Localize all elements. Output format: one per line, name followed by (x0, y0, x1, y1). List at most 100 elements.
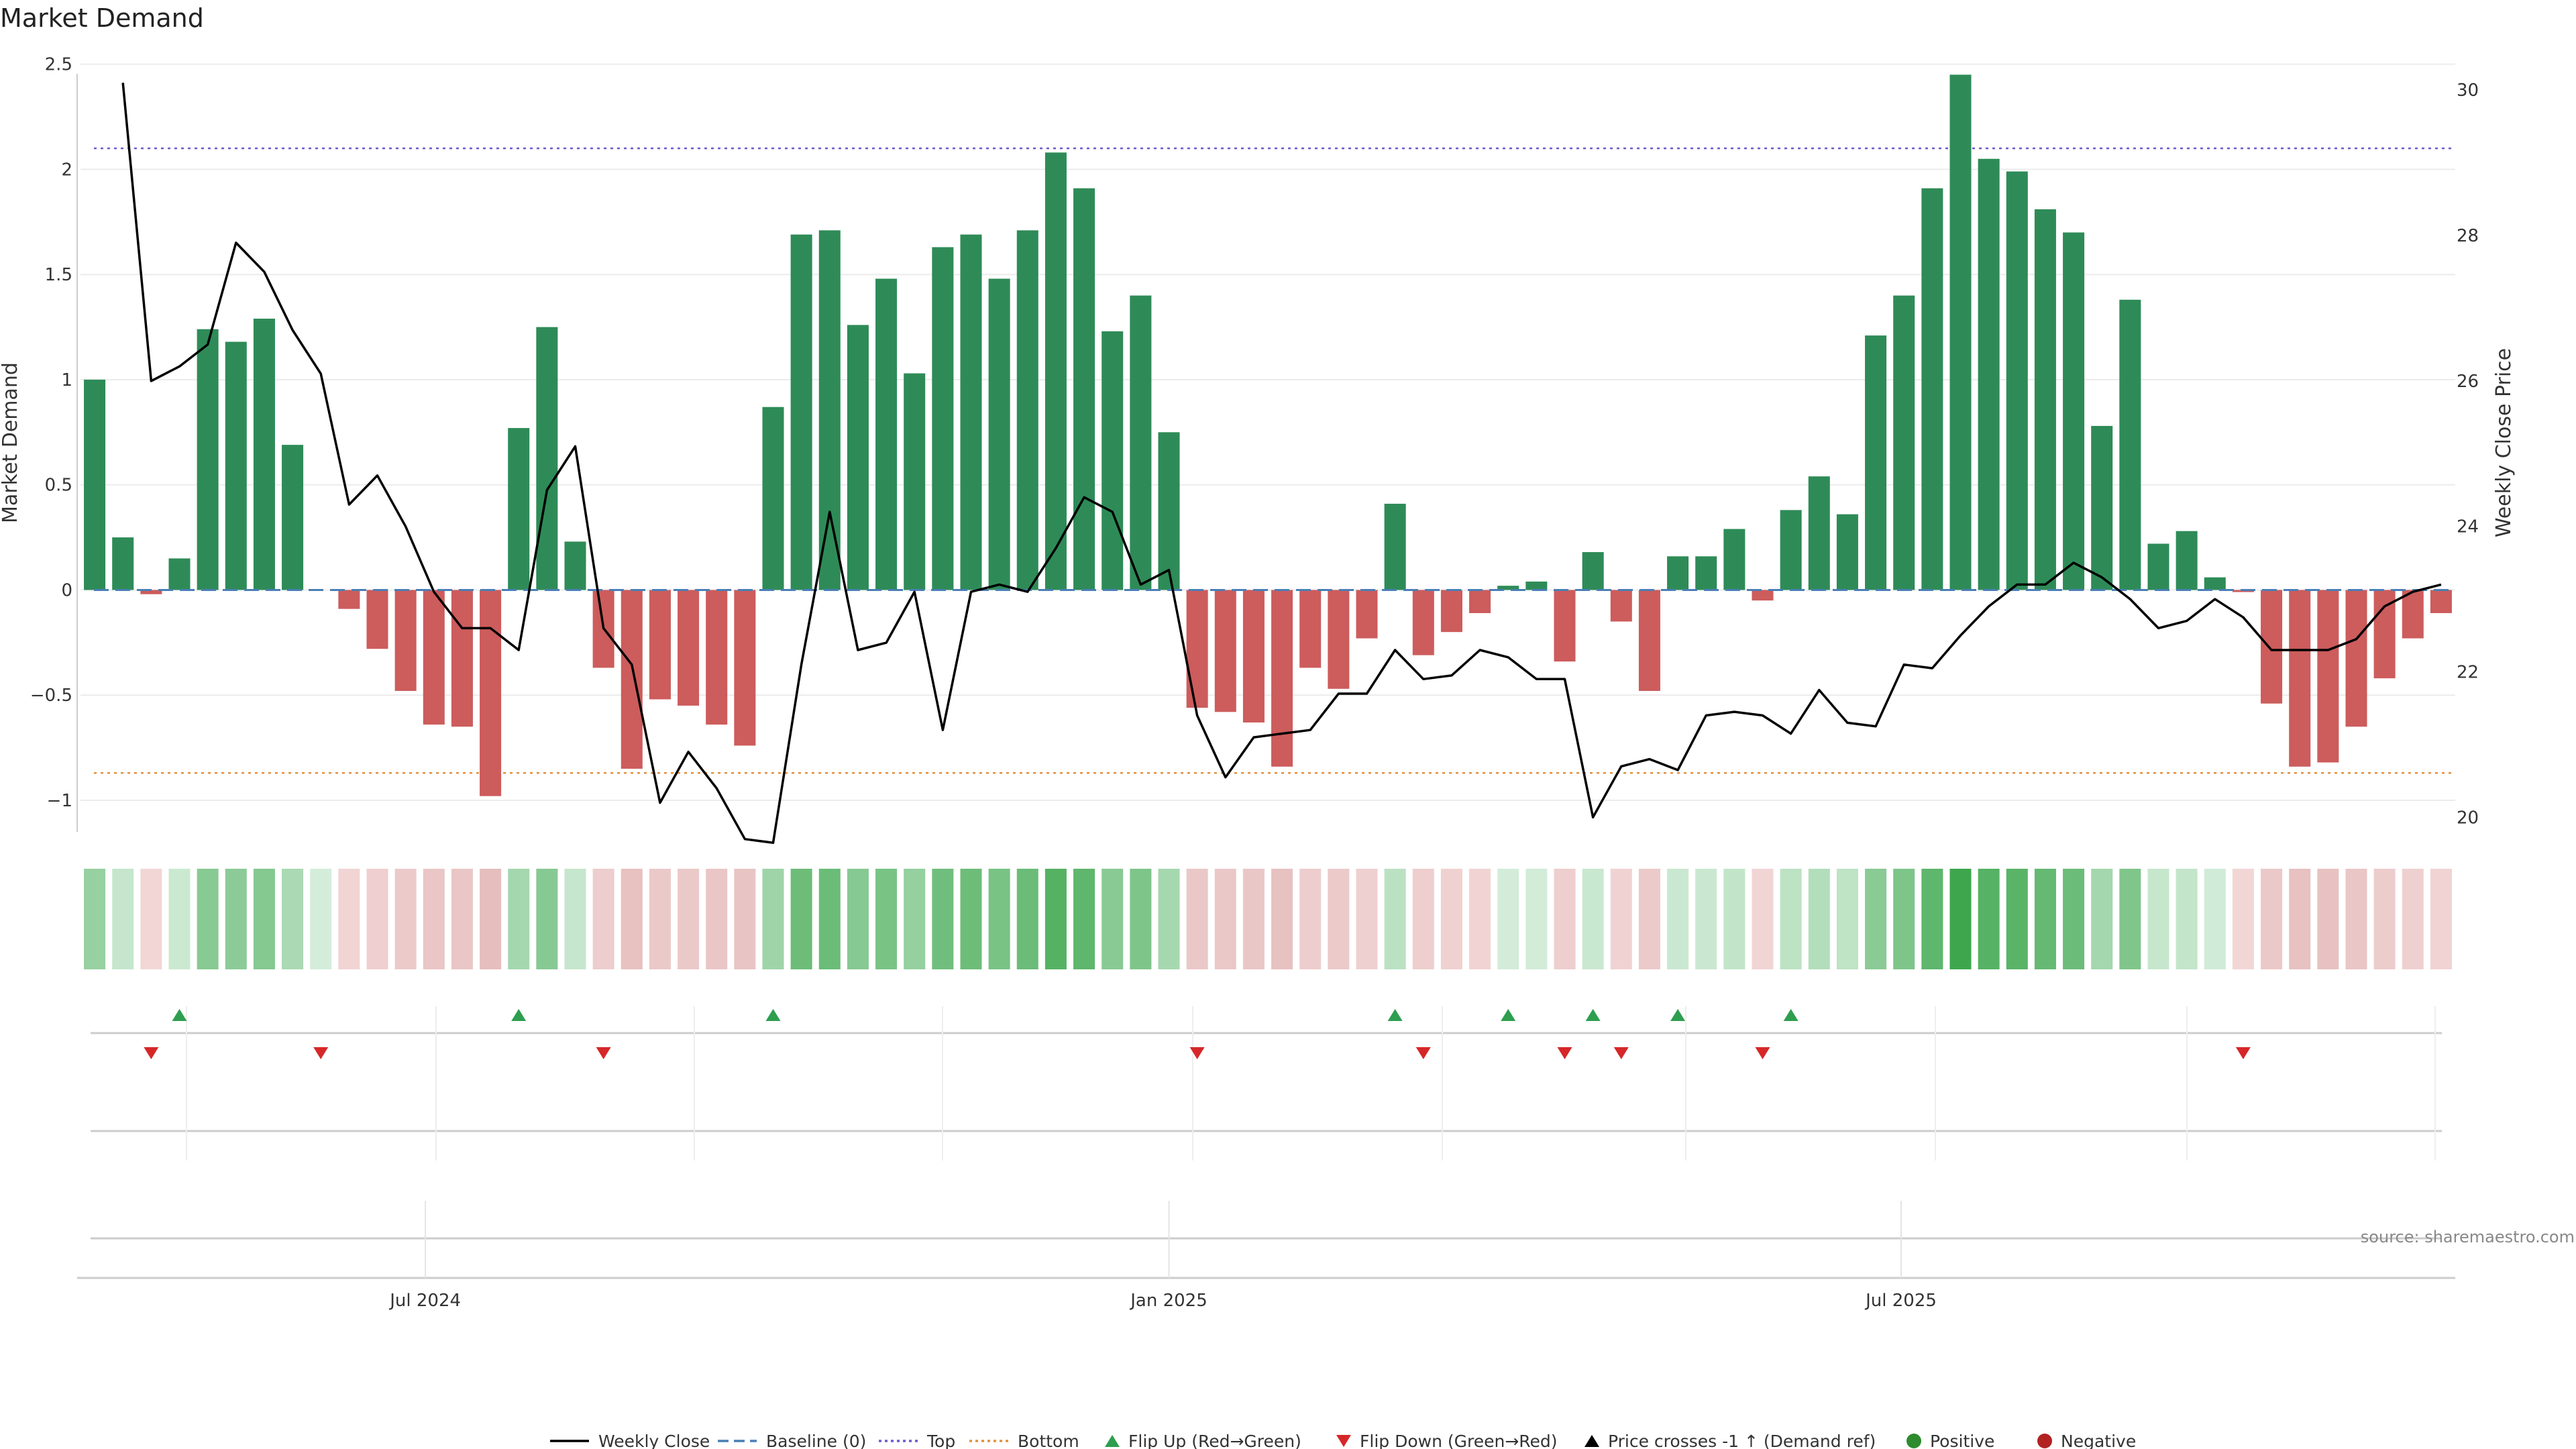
heat-cell (480, 869, 502, 969)
heat-cell (1808, 869, 1830, 969)
demand-bar (649, 590, 671, 700)
y-tick-label: 0.5 (45, 476, 72, 496)
legend-swatch (1585, 1435, 1599, 1447)
demand-bar (1073, 188, 1095, 590)
demand-bar (2176, 531, 2198, 590)
flip-up-marker (1670, 1009, 1686, 1021)
demand-bar (847, 325, 869, 590)
demand-bar (168, 558, 191, 590)
demand-bar (1497, 586, 1519, 590)
flip-down-marker (596, 1047, 611, 1059)
demand-bar (1752, 590, 1774, 601)
demand-bar (1610, 590, 1632, 622)
heat-cell (1893, 869, 1915, 969)
legend-label: Positive (1930, 1432, 1994, 1449)
demand-bar (1158, 432, 1180, 590)
demand-bars (84, 74, 2452, 796)
heat-cell (564, 869, 586, 969)
demand-bar (1242, 590, 1265, 722)
demand-bar (1723, 529, 1746, 590)
heat-cell (338, 869, 360, 969)
heat-cell (1582, 869, 1604, 969)
heat-cell (1299, 869, 1322, 969)
heat-cell (2176, 869, 2198, 969)
y-tick-label: 1.5 (45, 265, 72, 285)
heat-cell (847, 869, 869, 969)
demand-bar (2119, 299, 2141, 590)
heat-cell (1921, 869, 1943, 969)
demand-bar (1271, 590, 1293, 767)
heat-cell (2091, 869, 2113, 969)
demand-bar (1525, 581, 1548, 590)
heat-cell (366, 869, 388, 969)
legend-label: Weekly Close (598, 1432, 710, 1449)
legend-swatch (1105, 1435, 1120, 1447)
heat-cell (1214, 869, 1236, 969)
flip-up-marker (511, 1009, 527, 1021)
heat-cell (1130, 869, 1152, 969)
demand-bar (423, 590, 445, 725)
heat-cell (1073, 869, 1095, 969)
demand-bar (112, 537, 134, 590)
y-axis-ticks: 2.5 2 1.5 1 0.5 0 −0.5 −1 (30, 55, 72, 811)
heat-cell (2317, 869, 2339, 969)
heat-cell (2119, 869, 2141, 969)
demand-bar (1328, 590, 1350, 689)
heat-cell (1186, 869, 1208, 969)
demand-bar (394, 590, 417, 691)
price-line-group (121, 83, 2442, 845)
heat-cell (875, 869, 898, 969)
heat-cell (1723, 869, 1746, 969)
flip-up-marker (1387, 1009, 1403, 1021)
heat-cell (168, 869, 191, 969)
y2-tick-label: 20 (2457, 808, 2479, 828)
demand-bar (790, 234, 812, 590)
flip-markers (144, 1009, 2251, 1059)
heat-cell (1158, 869, 1180, 969)
demand-bar (140, 590, 162, 594)
demand-bar (480, 590, 502, 796)
heat-cell (1102, 869, 1124, 969)
demand-bar (2034, 209, 2056, 590)
heat-cell (2430, 869, 2452, 969)
heat-cell (1695, 869, 1717, 969)
heat-cell (1016, 869, 1038, 969)
flip-up-marker (1585, 1009, 1601, 1021)
demand-bar (2373, 590, 2396, 679)
demand-bar (621, 590, 643, 769)
demand-bar (1978, 158, 2000, 590)
legend-label: Top (926, 1432, 955, 1449)
demand-heat-strip (84, 869, 2452, 969)
heat-cell (508, 869, 530, 969)
y2-tick-label: 24 (2457, 517, 2479, 537)
heat-cell (2034, 869, 2056, 969)
legend-label: Flip Up (Red→Green) (1128, 1432, 1301, 1449)
demand-bar (564, 541, 586, 590)
demand-bar (508, 428, 530, 590)
demand-bar (366, 590, 388, 649)
demand-bar (1214, 590, 1236, 712)
heat-cell (1865, 869, 1887, 969)
demand-bar (988, 278, 1010, 590)
demand-bar (2317, 590, 2339, 763)
demand-bar (1384, 503, 1406, 590)
demand-bar (1865, 335, 1887, 590)
demand-bar (225, 341, 247, 590)
y-tick-label: 0 (61, 580, 72, 600)
heat-cell (225, 869, 247, 969)
y-axis-label: Market Demand (0, 362, 22, 523)
demand-bar (2204, 577, 2226, 590)
demand-bar (338, 590, 360, 609)
source-note: source: sharemaestro.com (2361, 1228, 2575, 1246)
demand-bar (932, 247, 954, 590)
demand-bar (2232, 590, 2254, 592)
demand-bar (2091, 425, 2113, 590)
chart-legend: Weekly Close Baseline (0) Top Bottom Flip Up… (550, 1432, 2136, 1449)
heat-cell (1554, 869, 1576, 969)
y-tick-label: 1 (61, 370, 72, 390)
flip-down-marker (313, 1047, 329, 1059)
demand-bar (1893, 295, 1915, 590)
demand-bar (2345, 590, 2367, 727)
flip-down-marker (1557, 1047, 1572, 1059)
heat-cell (904, 869, 926, 969)
